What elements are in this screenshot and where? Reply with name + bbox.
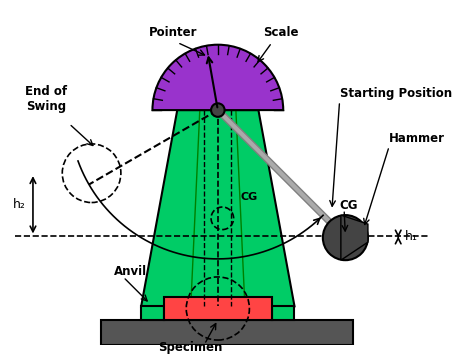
Polygon shape bbox=[272, 306, 294, 320]
Wedge shape bbox=[153, 45, 283, 110]
Circle shape bbox=[323, 215, 368, 260]
Polygon shape bbox=[141, 110, 294, 306]
Text: Hammer: Hammer bbox=[389, 132, 445, 145]
Text: h₁: h₁ bbox=[405, 230, 418, 243]
Text: Anvil: Anvil bbox=[114, 265, 147, 278]
Polygon shape bbox=[164, 297, 272, 320]
Text: CG: CG bbox=[339, 199, 358, 212]
Text: Specimen: Specimen bbox=[159, 341, 223, 354]
Text: h₂: h₂ bbox=[13, 198, 26, 211]
Text: End of
Swing: End of Swing bbox=[26, 85, 67, 113]
Text: CG: CG bbox=[240, 192, 258, 202]
Text: Scale: Scale bbox=[263, 26, 299, 39]
Text: Pointer: Pointer bbox=[148, 26, 197, 39]
Polygon shape bbox=[341, 215, 368, 260]
Polygon shape bbox=[100, 320, 353, 345]
Circle shape bbox=[211, 103, 225, 117]
Text: Starting Position: Starting Position bbox=[339, 87, 452, 99]
Polygon shape bbox=[141, 306, 164, 320]
